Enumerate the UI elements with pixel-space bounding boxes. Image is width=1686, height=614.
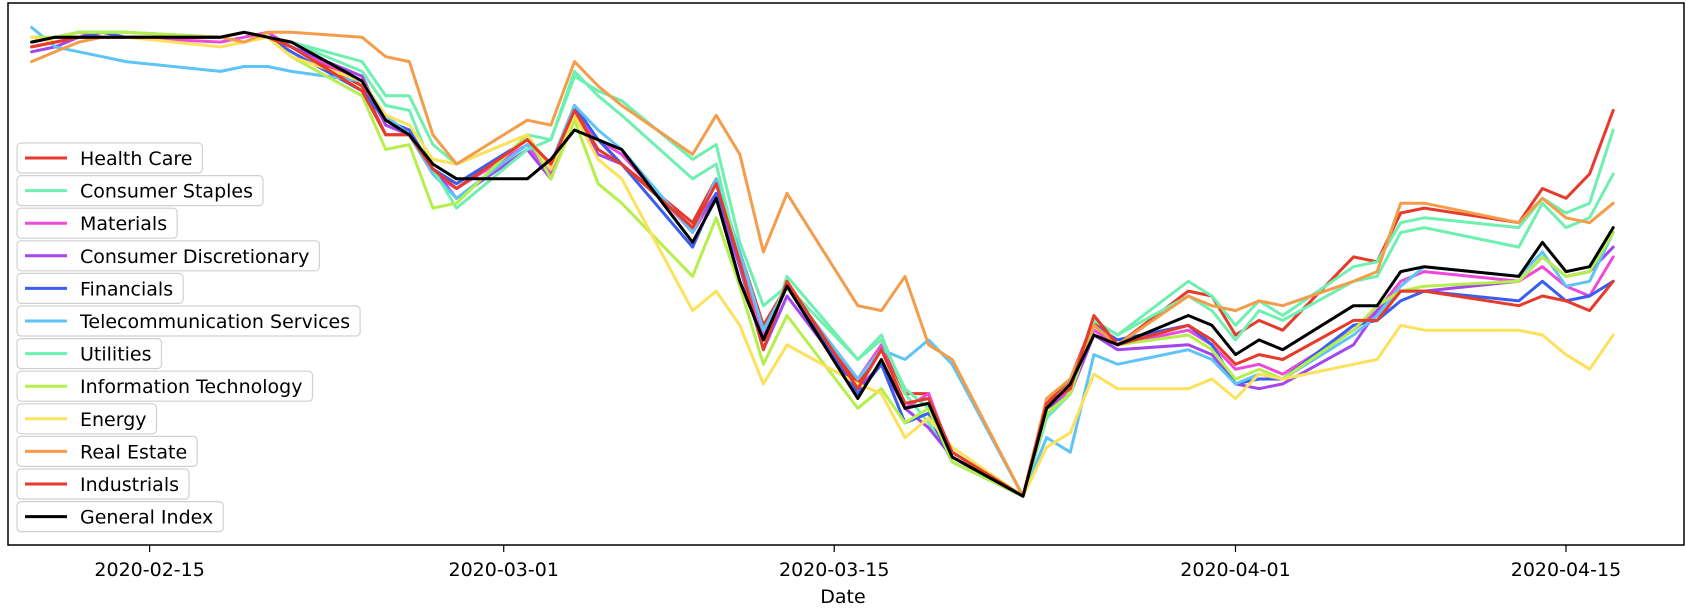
legend-entry-box bbox=[16, 175, 264, 207]
legend-entry: Industrials bbox=[16, 468, 190, 500]
legend-label: Telecommunication Services bbox=[79, 311, 350, 333]
legend-label: Industrials bbox=[80, 474, 179, 496]
legend-entry-box bbox=[16, 501, 224, 533]
legend-label: Energy bbox=[80, 409, 147, 431]
legend-label: Information Technology bbox=[80, 376, 302, 398]
legend-entry-box bbox=[16, 403, 158, 435]
x-tick-label: 2020-03-15 bbox=[779, 559, 889, 581]
legend-entry: Consumer Staples bbox=[16, 175, 264, 207]
legend-entry: Real Estate bbox=[16, 435, 198, 467]
x-axis: 2020-02-15 2020-03-01 2020-03-15 2020-04-01… bbox=[94, 545, 1621, 581]
legend: Health Care Consumer Staples Materials Cons… bbox=[16, 142, 361, 533]
series-layer bbox=[30, 25, 1615, 498]
legend-entry-box bbox=[16, 142, 203, 174]
legend-entry-box bbox=[16, 240, 320, 272]
legend-entry-box bbox=[16, 370, 314, 402]
legend-label: Consumer Staples bbox=[80, 181, 253, 203]
plot-area-frame bbox=[7, 2, 1685, 546]
series-line-general-index bbox=[30, 30, 1615, 498]
legend-entry-box bbox=[16, 468, 190, 500]
legend-label: Health Care bbox=[80, 148, 192, 170]
legend-label: Consumer Discretionary bbox=[80, 246, 309, 268]
x-tick-label: 2020-02-15 bbox=[94, 559, 204, 581]
legend-label: Utilities bbox=[80, 344, 152, 366]
legend-entry-box bbox=[16, 435, 198, 467]
legend-entry: Utilities bbox=[16, 338, 163, 370]
legend-label: Materials bbox=[80, 213, 167, 235]
legend-label: General Index bbox=[80, 507, 213, 529]
x-tick-label: 2020-04-15 bbox=[1511, 559, 1621, 581]
legend-label: Real Estate bbox=[80, 441, 187, 463]
legend-entry: Consumer Discretionary bbox=[16, 240, 320, 272]
legend-entry-box bbox=[16, 272, 184, 304]
legend-entry: Telecommunication Services bbox=[16, 305, 361, 337]
series-line-real-estate bbox=[30, 30, 1615, 498]
legend-entry: Health Care bbox=[16, 142, 203, 174]
legend-entry: Financials bbox=[16, 272, 184, 304]
legend-label: Financials bbox=[80, 278, 173, 300]
legend-entry-box bbox=[16, 305, 361, 337]
legend-entry-box bbox=[16, 207, 178, 239]
legend-entry: Energy bbox=[16, 403, 158, 435]
legend-entry: General Index bbox=[16, 501, 224, 533]
x-tick-label: 2020-04-01 bbox=[1180, 559, 1290, 581]
x-tick-label: 2020-03-01 bbox=[449, 559, 559, 581]
legend-entry: Materials bbox=[16, 207, 178, 239]
series-line-energy bbox=[30, 35, 1615, 498]
legend-entry-box bbox=[16, 338, 163, 370]
x-axis-title: Date bbox=[820, 586, 865, 608]
series-line-industrials bbox=[30, 30, 1615, 498]
legend-entry: Information Technology bbox=[16, 370, 314, 402]
